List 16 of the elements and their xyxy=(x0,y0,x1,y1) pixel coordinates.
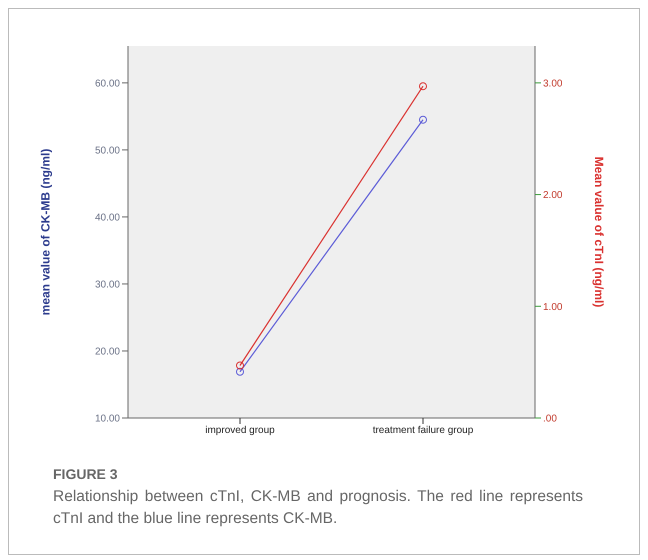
y-tick-label: 10.00 xyxy=(94,414,120,425)
y-tick-label: 50.00 xyxy=(94,145,120,156)
y2-tick-label: 2.00 xyxy=(543,190,563,202)
y2-axis-title: Mean value of cTnI (ng/ml) xyxy=(592,156,606,308)
y-tick-label: 20.00 xyxy=(94,346,120,358)
x-tick-label: treatment failure group xyxy=(372,425,474,436)
text: Relationship between cTnI, CK-MB and prognosis. The red line represents cTnI and the blue line represents CK-MB. xyxy=(53,487,583,529)
y-tick-label: 30.00 xyxy=(94,279,120,290)
y-tick-label: 60.00 xyxy=(94,78,120,90)
y2-tick-label: 3.00 xyxy=(543,78,563,90)
y2-tick-label: 1.00 xyxy=(543,302,563,313)
y-tick-label: 40.00 xyxy=(94,212,120,224)
x-tick-label: improved group xyxy=(205,425,276,436)
caption: FIGURE 3 xyxy=(53,466,119,482)
y-axis-title: mean value of CK-MB (ng/ml) xyxy=(38,148,52,316)
y2-tick-label: .00 xyxy=(543,414,558,425)
